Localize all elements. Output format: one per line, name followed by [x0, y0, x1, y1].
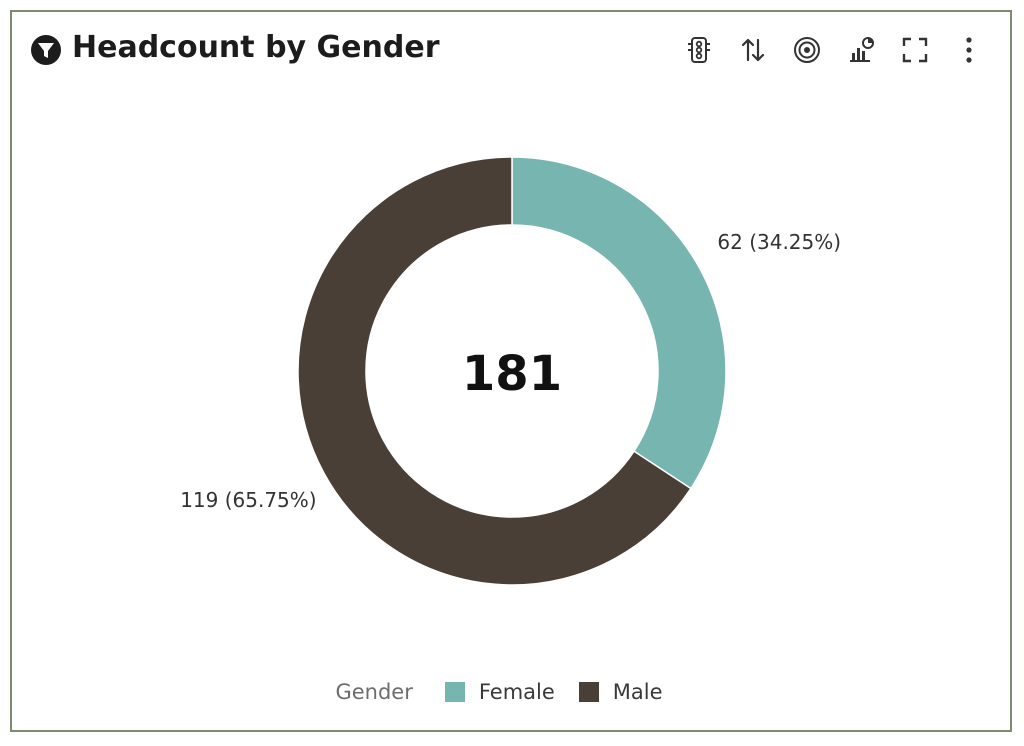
legend-title: Gender: [335, 680, 413, 704]
donut-center-total: 181: [462, 346, 562, 402]
fullscreen-button[interactable]: [898, 33, 932, 67]
donut-slice-female[interactable]: [511, 156, 727, 490]
more-options-button[interactable]: [952, 33, 986, 67]
chart-card: Headcount by Gender: [10, 10, 1012, 732]
chart-options-icon: [850, 37, 874, 62]
card-header: Headcount by Gender: [12, 12, 1010, 86]
traffic-light-button[interactable]: [682, 33, 716, 67]
legend-item-male[interactable]: Male: [578, 680, 663, 704]
legend-item-female[interactable]: Female: [444, 680, 555, 704]
chart-toolbar: [682, 32, 986, 68]
target-icon: [794, 37, 820, 63]
slice-label-male: 119 (65.75%): [180, 488, 316, 512]
donut-slice-male[interactable]: [297, 156, 692, 586]
chart-title: Headcount by Gender: [72, 30, 440, 65]
legend-label-male: Male: [612, 680, 663, 704]
sort-icon: [741, 38, 765, 62]
legend-label-female: Female: [478, 680, 555, 704]
legend-swatch-male: [578, 682, 599, 702]
legend-swatch-female: [444, 682, 465, 702]
traffic-light-icon: [688, 37, 710, 63]
fullscreen-icon: [902, 37, 928, 63]
more-vertical-icon: [966, 37, 972, 63]
chart-legend: Gender Female Male: [12, 680, 1010, 704]
filter-icon[interactable]: [30, 34, 62, 66]
slice-labels: 62 (34.25%) 119 (65.75%): [180, 230, 841, 512]
target-button[interactable]: [790, 33, 824, 67]
sort-button[interactable]: [736, 33, 770, 67]
donut-slices: [297, 156, 727, 586]
chart-options-button[interactable]: [844, 33, 878, 67]
donut-chart: 62 (34.25%) 119 (65.75%) 181: [180, 156, 841, 586]
slice-label-female: 62 (34.25%): [717, 230, 841, 254]
